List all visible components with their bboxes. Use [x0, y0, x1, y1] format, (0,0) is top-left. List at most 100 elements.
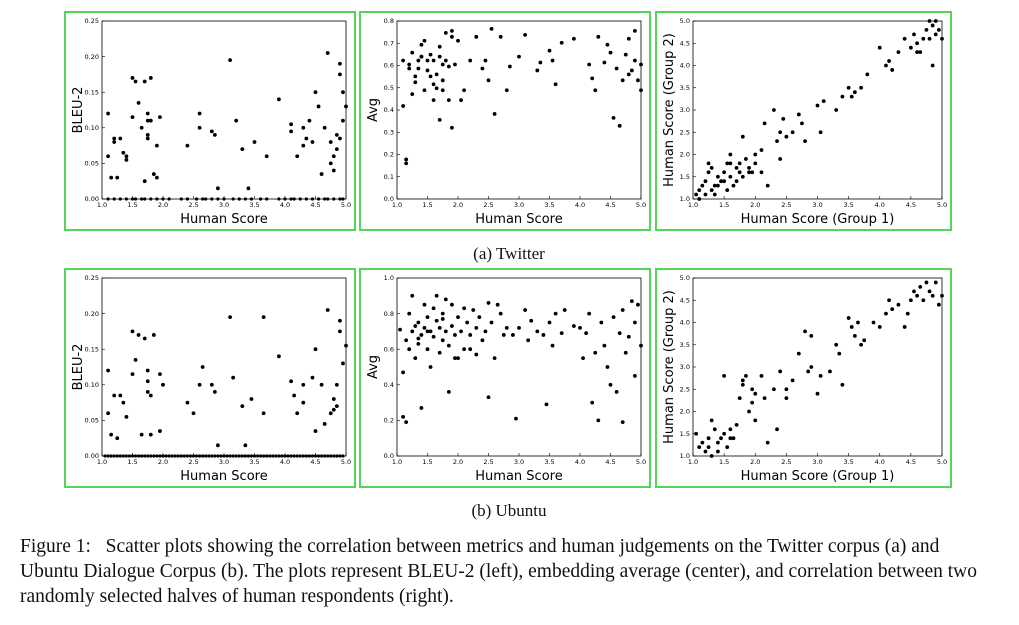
data-point [629, 68, 634, 73]
data-point [431, 58, 436, 63]
data-point [410, 50, 415, 55]
zero-data-point [140, 197, 144, 201]
data-point [453, 333, 457, 337]
data-point [313, 429, 318, 433]
x-tick-label: 3.0 [219, 458, 229, 466]
data-point [422, 302, 427, 307]
data-point [918, 285, 923, 289]
data-point [501, 333, 506, 337]
data-point [398, 327, 402, 332]
data-point [896, 50, 901, 55]
data-point [587, 311, 592, 316]
data-point [697, 197, 702, 201]
x-tick-label: 5.0 [937, 458, 947, 466]
data-point [483, 329, 488, 334]
data-point [725, 161, 730, 166]
data-point [443, 297, 448, 302]
zero-data-point [329, 454, 333, 458]
data-point [837, 351, 842, 356]
data-point [840, 382, 845, 387]
data-point [846, 85, 851, 90]
y-tick-label: 0.15 [85, 88, 99, 96]
twitter-avg-chart: 1.0 1.5 2.0 2.5 3.0 3.5 4.0 4.5 5.0 0.0 0.1 0.2 0.3 0… [366, 17, 646, 227]
zero-data-point [249, 197, 254, 201]
y-tick-label: 0.10 [85, 124, 99, 132]
data-point [428, 329, 433, 334]
data-point [185, 143, 190, 148]
data-point [915, 41, 919, 46]
y-tick-label: 4.0 [680, 319, 690, 327]
y-tick-label: 0.4 [384, 106, 394, 114]
y-tick-label: 0.6 [384, 62, 394, 70]
y-tick-label: 5.0 [680, 17, 690, 25]
data-point [404, 420, 409, 425]
data-point [719, 436, 723, 441]
data-point [940, 36, 944, 41]
zero-data-point [161, 454, 165, 458]
y-tick-label: 2.5 [680, 128, 690, 136]
data-point [106, 411, 110, 416]
data-point [155, 175, 159, 180]
zero-data-point [216, 197, 220, 201]
data-point [425, 58, 430, 63]
data-point [422, 88, 427, 93]
data-point [471, 308, 476, 312]
data-point [712, 192, 717, 197]
x-tick-label: 3.5 [249, 458, 259, 466]
data-point [731, 183, 736, 188]
data-point [818, 374, 823, 378]
data-point [559, 40, 564, 45]
data-point [216, 443, 220, 448]
twitter-avg-panel: 1.0 1.5 2.0 2.5 3.0 3.5 4.0 4.5 5.0 0.0 0.1 0.2 0.3 0… [359, 11, 651, 231]
data-point [136, 333, 141, 337]
data-point [790, 378, 795, 383]
y-tick-label: 0.05 [85, 417, 99, 425]
data-point [328, 161, 333, 166]
data-point [437, 325, 442, 330]
zero-data-point [170, 454, 174, 458]
data-point [434, 86, 439, 91]
zero-data-point [222, 454, 226, 458]
data-point [775, 139, 779, 144]
zero-data-point [207, 454, 211, 458]
data-point [109, 175, 114, 180]
data-point [331, 168, 336, 173]
twitter-bleu-panel: 1.0 1.5 2.0 2.5 3.0 3.5 4.0 4.5 5.0 0.00 0.05 0.10 0… [64, 11, 356, 231]
data-point [401, 104, 405, 108]
data-point [410, 92, 415, 97]
data-point [492, 112, 497, 116]
x-tick-label: 1.5 [422, 458, 432, 466]
data-point [151, 333, 156, 337]
data-point [440, 62, 445, 67]
zero-data-point [252, 454, 257, 458]
figure-caption: Figure 1: Scatter plots showing the corr… [20, 534, 1000, 609]
data-point [130, 115, 135, 120]
data-point [762, 396, 767, 401]
data-point [492, 356, 497, 360]
plot-area [396, 277, 642, 457]
y-tick-label: 0.0 [384, 195, 394, 203]
data-point [428, 52, 433, 57]
zero-data-point [167, 197, 171, 201]
data-point [489, 320, 494, 325]
data-point [902, 36, 907, 41]
data-point [716, 449, 720, 454]
data-point [322, 422, 327, 426]
data-point [716, 440, 720, 445]
data-point [759, 170, 764, 175]
data-point [468, 58, 473, 63]
ubuntu-caption: (b) Ubuntu [471, 501, 547, 520]
data-point [912, 32, 916, 37]
data-point [413, 356, 418, 360]
data-point [407, 66, 412, 71]
y-tick-label: 4.5 [680, 39, 690, 47]
data-point [212, 133, 217, 137]
x-tick-label: 4.5 [310, 458, 320, 466]
data-point [142, 79, 147, 84]
zero-data-point [231, 454, 235, 458]
zero-data-point [298, 454, 302, 458]
x-tick-label: 3.0 [514, 201, 524, 209]
data-point [440, 317, 445, 321]
zero-data-point [286, 454, 290, 458]
zero-data-point [155, 197, 159, 201]
